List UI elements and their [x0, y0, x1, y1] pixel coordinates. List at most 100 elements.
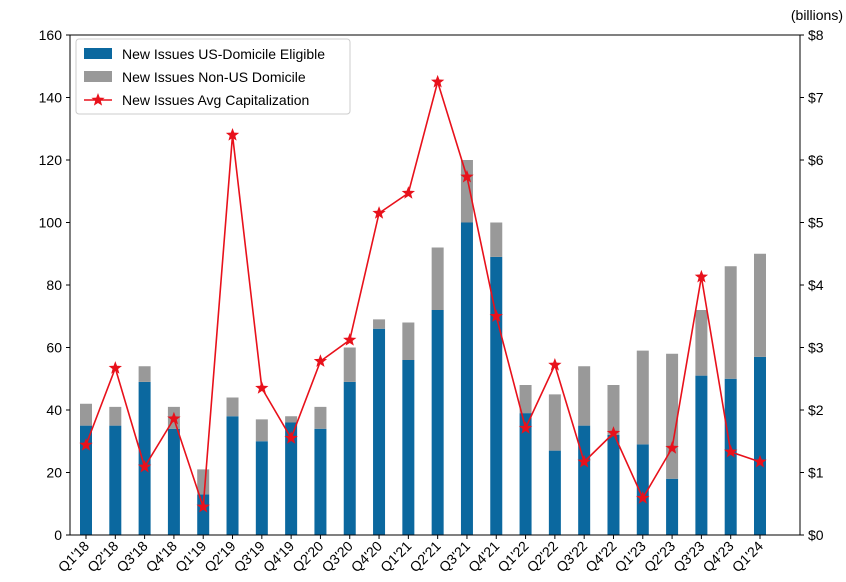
x-tick-label: Q2'21: [406, 538, 444, 576]
marker: [577, 454, 591, 468]
legend-marker: [91, 93, 105, 106]
y-tick-label: 100: [39, 215, 63, 231]
bar: [636, 444, 649, 535]
bar: [167, 428, 180, 535]
bar: [138, 366, 151, 382]
x-tick-label: Q4'20: [348, 538, 386, 576]
bar: [666, 478, 679, 535]
y2-tick-label: $2: [808, 402, 824, 418]
bar: [490, 222, 503, 257]
bar: [314, 406, 327, 429]
x-tick-label: Q3'19: [231, 538, 269, 576]
x-tick-label: Q1'23: [611, 538, 649, 576]
legend-box: [75, 38, 351, 115]
legend-swatch: [84, 71, 112, 82]
y-tick-label: 0: [54, 527, 62, 543]
marker: [196, 499, 210, 513]
bar: [636, 350, 649, 445]
y-tick-label: 20: [46, 465, 62, 481]
bar: [197, 469, 210, 495]
y2-axis-label: (billions): [791, 7, 843, 23]
bar: [460, 222, 473, 535]
y2-tick-label: $1: [808, 465, 824, 481]
marker: [255, 381, 269, 394]
marker: [284, 431, 298, 444]
bar: [226, 416, 239, 535]
y-tick-label: 120: [39, 152, 63, 168]
y-tick-label: 140: [39, 90, 63, 106]
x-tick-label: Q1'21: [377, 538, 415, 576]
bar: [578, 425, 591, 535]
marker: [606, 426, 621, 439]
x-tick-label: Q1'18: [55, 538, 93, 576]
bar: [197, 494, 210, 535]
bar: [314, 428, 327, 535]
legend-swatch: [84, 48, 112, 59]
marker: [108, 361, 122, 374]
marker: [724, 444, 738, 458]
x-tick-label: Q3'21: [436, 538, 474, 576]
bar: [607, 385, 620, 435]
y2-tick-label: $5: [808, 215, 824, 231]
y2-tick-label: $0: [808, 527, 824, 543]
x-tick-label: Q4'22: [582, 538, 620, 576]
bar: [724, 266, 737, 379]
bar: [402, 360, 415, 535]
marker: [343, 333, 357, 346]
marker: [548, 358, 562, 371]
y2-tick-label: $8: [808, 27, 824, 43]
x-tick-label: Q4'23: [699, 538, 737, 576]
marker: [401, 186, 416, 199]
bar: [226, 397, 239, 417]
marker: [137, 459, 152, 473]
bar: [109, 425, 122, 535]
bar: [724, 378, 737, 535]
y2-tick-label: $6: [808, 152, 824, 168]
legend-label: New Issues Non-US Domicile: [122, 69, 306, 85]
plot-frame: [69, 34, 801, 536]
y2-tick-label: $3: [808, 340, 824, 356]
y-tick-label: 80: [46, 277, 62, 293]
bar: [138, 381, 151, 535]
bar: [548, 394, 561, 451]
bar: [343, 347, 356, 382]
x-tick-label: Q1'22: [494, 538, 532, 576]
bar: [255, 419, 268, 442]
bar: [666, 353, 679, 479]
bar: [519, 385, 532, 414]
marker: [225, 128, 240, 141]
marker: [313, 354, 328, 367]
x-tick-label: Q2'22: [524, 538, 562, 576]
x-tick-label: Q2'18: [84, 538, 122, 576]
y-tick-label: 160: [39, 27, 63, 43]
y2-tick-label: $7: [808, 90, 824, 106]
x-tick-label: Q3'23: [670, 538, 708, 576]
bar: [109, 406, 122, 426]
marker: [79, 438, 93, 451]
x-tick-label: Q2'20: [289, 538, 327, 576]
x-tick-label: Q3'18: [113, 538, 151, 576]
x-tick-label: Q2'23: [641, 538, 679, 576]
marker: [694, 269, 709, 283]
bar: [402, 322, 415, 360]
x-tick-label: Q4'19: [260, 538, 298, 576]
x-tick-label: Q4'18: [143, 538, 181, 576]
line: [85, 78, 761, 508]
bar: [754, 356, 766, 535]
marker: [636, 491, 650, 504]
marker: [372, 206, 386, 219]
bar: [343, 381, 356, 535]
legend-label: New Issues Avg Capitalization: [122, 92, 309, 108]
marker: [430, 74, 445, 88]
bar: [548, 450, 561, 535]
bar: [695, 375, 708, 535]
bar: [607, 435, 620, 535]
bar: [431, 310, 444, 535]
x-tick-label: Q1'24: [729, 538, 767, 576]
marker: [167, 411, 181, 425]
y2-tick-label: $4: [808, 277, 824, 293]
bar: [285, 422, 298, 535]
marker: [665, 441, 679, 454]
marker: [518, 421, 533, 434]
